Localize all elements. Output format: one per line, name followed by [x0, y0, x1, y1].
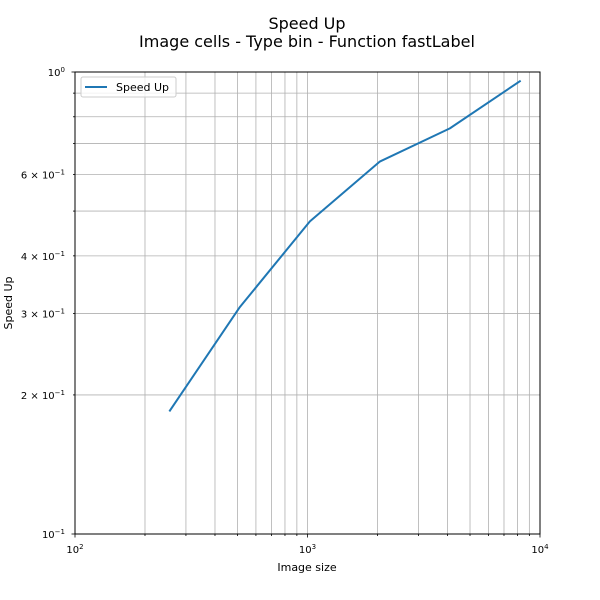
y-tick-label: 100 [48, 66, 65, 79]
legend-label: Speed Up [116, 81, 169, 94]
x-tick-label: 102 [66, 543, 83, 556]
y-tick-label: 4 × 10−1 [21, 250, 65, 263]
chart-subtitle: Image cells - Type bin - Function fastLa… [139, 32, 475, 51]
y-tick-label: 6 × 10−1 [21, 168, 65, 181]
chart-title: Speed Up [268, 14, 345, 33]
y-tick-label: 3 × 10−1 [21, 308, 65, 321]
axis-ticks [71, 71, 541, 538]
y-tick-label: 2 × 10−1 [21, 389, 65, 402]
y-axis-label: Speed Up [2, 276, 15, 329]
x-axis-label: Image size [277, 561, 337, 574]
series-line-speed-up [168, 79, 522, 412]
y-tick-label: 10−1 [42, 528, 65, 541]
tick-labels: 102 103 104 100 6 × 10−1 4 × 10−1 3 × 10−1 2 × … [21, 66, 549, 556]
legend-box [80, 76, 177, 98]
x-tick-label: 103 [299, 543, 316, 556]
grid-lines [74, 72, 540, 535]
legend: Speed Up [80, 76, 177, 98]
x-tick-label: 104 [531, 543, 549, 556]
series-layer [168, 79, 522, 412]
